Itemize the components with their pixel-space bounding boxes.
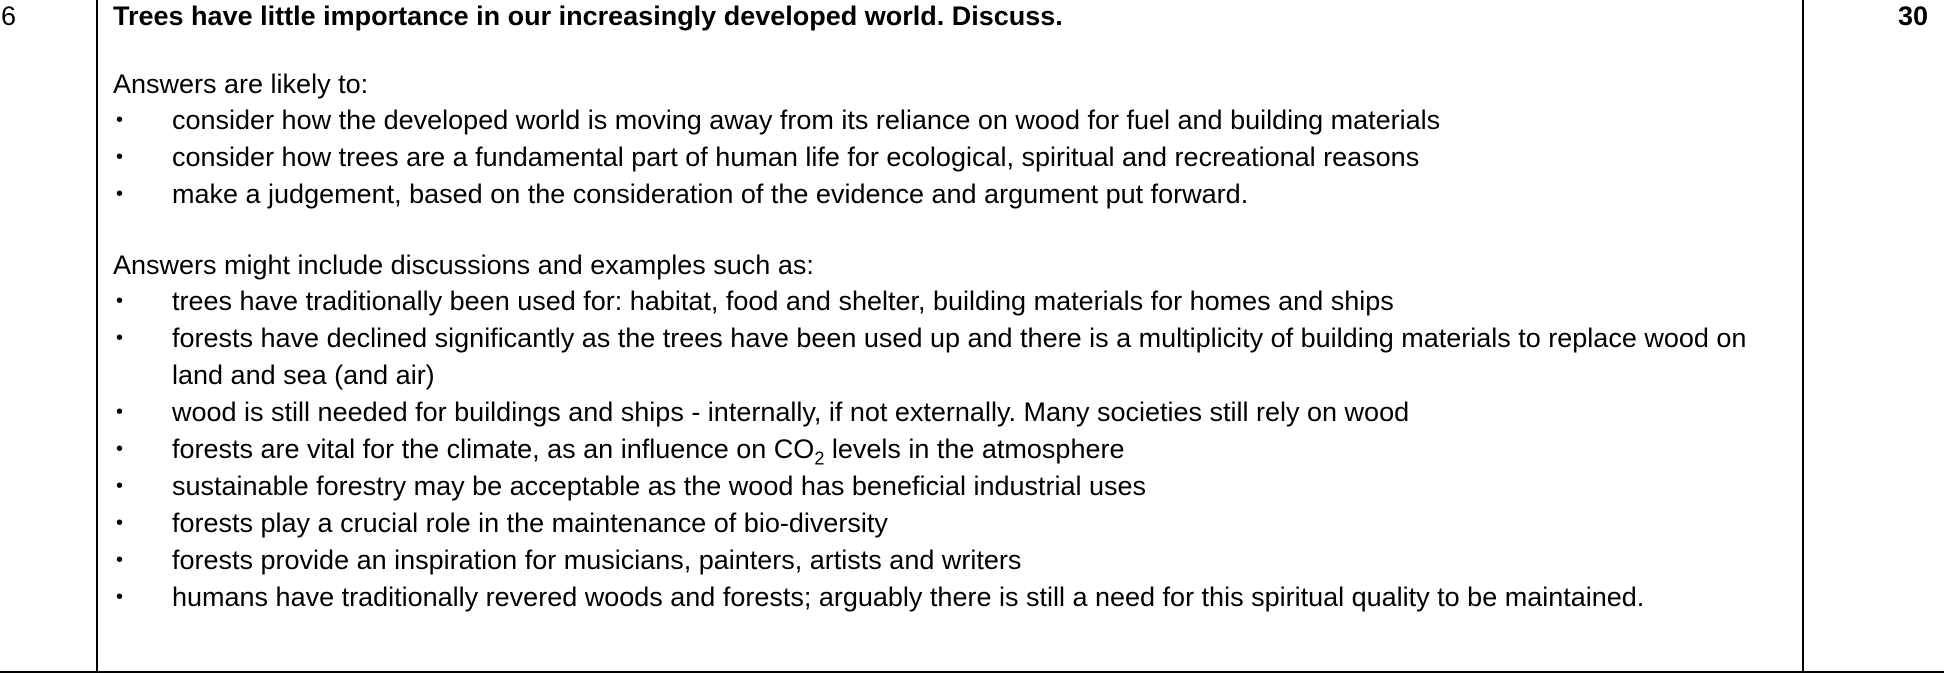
list-item: • wood is still needed for buildings and … [113, 394, 1802, 431]
bullet-icon: • [116, 512, 124, 534]
bullet-icon: • [116, 438, 124, 460]
marks-cell: 30 [1804, 0, 1944, 671]
section1-bullet-list: • consider how the developed world is mov… [113, 102, 1802, 213]
bullet-icon: • [116, 401, 124, 423]
question-number-cell: 6 [0, 0, 98, 671]
list-item: • make a judgement, based on the consider… [113, 176, 1802, 213]
list-item: • forests provide an inspiration for musi… [113, 542, 1802, 579]
section2-bullet-list: • trees have traditionally been used for:… [113, 283, 1802, 616]
question-content-cell: Trees have little importance in our incr… [98, 0, 1804, 671]
bullet-icon: • [116, 146, 124, 168]
bullet-icon: • [116, 290, 124, 312]
bullet-icon: • [116, 586, 124, 608]
bullet-icon: • [116, 549, 124, 571]
section2-intro: Answers might include discussions and ex… [113, 250, 814, 280]
question-text: Trees have little importance in our incr… [113, 1, 1063, 31]
bullet-icon: • [116, 327, 124, 349]
list-item: • forests play a crucial role in the main… [113, 505, 1802, 542]
list-item: • sustainable forestry may be acceptable … [113, 468, 1802, 505]
list-item: • consider how trees are a fundamental pa… [113, 139, 1802, 176]
list-item: • humans have traditionally revered woods… [113, 579, 1802, 616]
bullet-icon: • [116, 109, 124, 131]
question-number: 6 [1, 1, 17, 31]
marks-value: 30 [1897, 1, 1928, 31]
bullet-icon: • [116, 183, 124, 205]
list-item: • forests have declined significantly as … [113, 320, 1802, 394]
list-item: • forests are vital for the climate, as a… [113, 431, 1802, 468]
section1-intro: Answers are likely to: [113, 69, 369, 99]
list-item: • consider how the developed world is mov… [113, 102, 1802, 139]
bullet-icon: • [116, 475, 124, 497]
list-item: • trees have traditionally been used for:… [113, 283, 1802, 320]
